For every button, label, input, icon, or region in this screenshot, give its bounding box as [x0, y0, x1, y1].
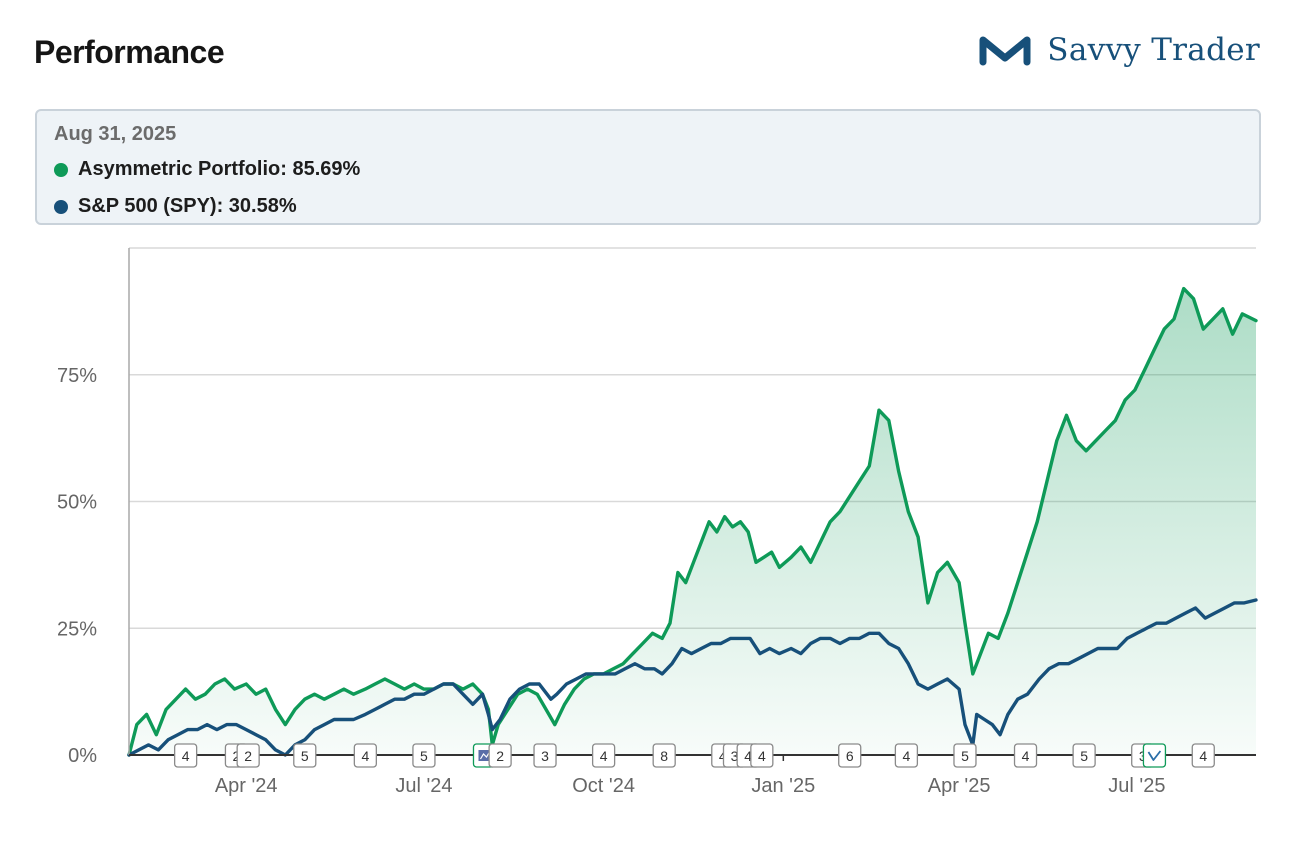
- x-tick-label: Jul '24: [395, 775, 452, 797]
- marker-box: [236, 743, 260, 768]
- marker-label: 5: [961, 748, 969, 764]
- trade-count-marker[interactable]: 5: [293, 743, 317, 768]
- marker-box: [838, 743, 862, 768]
- y-tick-label: 25%: [57, 618, 97, 640]
- trade-count-marker[interactable]: 2: [488, 743, 512, 768]
- marker-box: [750, 743, 774, 768]
- x-tick-label: Jul '25: [1108, 775, 1165, 797]
- x-tick-label: Jan '25: [751, 775, 815, 797]
- trade-count-marker[interactable]: 4: [894, 743, 919, 768]
- trade-count-marker[interactable]: 4: [1191, 743, 1215, 768]
- marker-label: 4: [758, 748, 766, 764]
- marker-label: 4: [600, 748, 608, 764]
- marker-box: [488, 743, 512, 768]
- marker-label: 5: [1080, 748, 1088, 764]
- trade-count-marker[interactable]: 4: [173, 743, 198, 768]
- chart-thumbnail-line: [479, 751, 490, 760]
- portfolio-series-line[interactable]: [127, 286, 1258, 757]
- savvy-trader-logo-icon: [979, 36, 1031, 66]
- marker-box: [173, 743, 198, 768]
- trade-count-marker[interactable]: 4: [750, 743, 774, 768]
- marker-label: 2: [244, 748, 252, 764]
- tooltip-row-spy: S&P 500 (SPY): 30.58%: [54, 195, 297, 218]
- marker-box: [412, 743, 436, 768]
- marker-label: 4: [182, 748, 190, 764]
- tooltip-portfolio-value: Asymmetric Portfolio: 85.69%: [78, 158, 361, 180]
- marker-box: [1013, 743, 1038, 768]
- trade-count-marker[interactable]: 4: [353, 743, 377, 768]
- marker-label: 4: [1022, 748, 1030, 764]
- trade-count-marker[interactable]: 5: [1072, 743, 1096, 768]
- marker-label: 5: [301, 748, 309, 764]
- trade-count-marker[interactable]: 8: [652, 743, 676, 768]
- marker-box: [894, 743, 919, 768]
- marker-box: [652, 743, 676, 768]
- marker-label: 4: [902, 748, 910, 764]
- marker-label: 5: [420, 748, 428, 764]
- trade-count-marker[interactable]: 4: [591, 743, 616, 768]
- marker-box: [591, 743, 616, 768]
- marker-box: [953, 743, 977, 768]
- trade-count-marker[interactable]: 3: [533, 743, 557, 768]
- trade-count-marker[interactable]: 2: [236, 743, 260, 768]
- portfolio-area: [129, 288, 1256, 755]
- marker-box: [353, 743, 377, 768]
- trade-count-marker[interactable]: 6: [838, 743, 862, 768]
- tooltip-spy-value: S&P 500 (SPY): 30.58%: [78, 195, 297, 217]
- marker-label: 6: [846, 748, 854, 764]
- chart-tooltip: Aug 31, 2025 Asymmetric Portfolio: 85.69…: [35, 109, 1261, 225]
- x-tick-label: Oct '24: [572, 775, 635, 797]
- marker-label: 3: [731, 748, 739, 764]
- marker-label: 4: [744, 748, 752, 764]
- marker-label: 4: [1199, 748, 1207, 764]
- marker-label: 2: [496, 748, 504, 764]
- marker-box: [293, 743, 317, 768]
- y-tick-label: 75%: [57, 365, 97, 387]
- trade-count-marker[interactable]: 5: [412, 743, 436, 768]
- brand-logo[interactable]: Savvy Trader: [977, 32, 1260, 68]
- spy-series-line[interactable]: [127, 598, 1258, 757]
- page-title: Performance: [34, 34, 225, 70]
- marker-box: [1142, 743, 1167, 768]
- tooltip-row-portfolio: Asymmetric Portfolio: 85.69%: [54, 158, 360, 181]
- spy-dot-icon: [54, 199, 68, 214]
- marker-label: 4: [361, 748, 369, 764]
- brand-name: Savvy Trader: [1047, 32, 1260, 68]
- marker-label: 3: [541, 748, 549, 764]
- marker-box: [533, 743, 557, 768]
- y-tick-label: 0%: [68, 745, 97, 767]
- marker-box: [1191, 743, 1215, 768]
- trade-count-marker[interactable]: 4: [1013, 743, 1038, 768]
- portfolio-dot-icon: [54, 162, 68, 177]
- x-tick-label: Apr '25: [928, 775, 991, 797]
- trade-count-marker[interactable]: 5: [953, 743, 977, 768]
- axis-labels: 0% 25% 50% 75% Apr '24 Jul '24 Oct '24 Jan '25 A…: [57, 365, 1165, 797]
- series-lines: [127, 286, 1258, 757]
- y-tick-label: 50%: [57, 492, 97, 514]
- icon-check-marker[interactable]: [1142, 743, 1167, 768]
- tooltip-date: Aug 31, 2025: [54, 123, 177, 145]
- marker-box: [1072, 743, 1096, 768]
- x-tick-label: Apr '24: [215, 775, 278, 797]
- marker-label: 8: [660, 748, 668, 764]
- area-fill: [129, 288, 1256, 755]
- check-swoosh-icon: [1147, 750, 1162, 761]
